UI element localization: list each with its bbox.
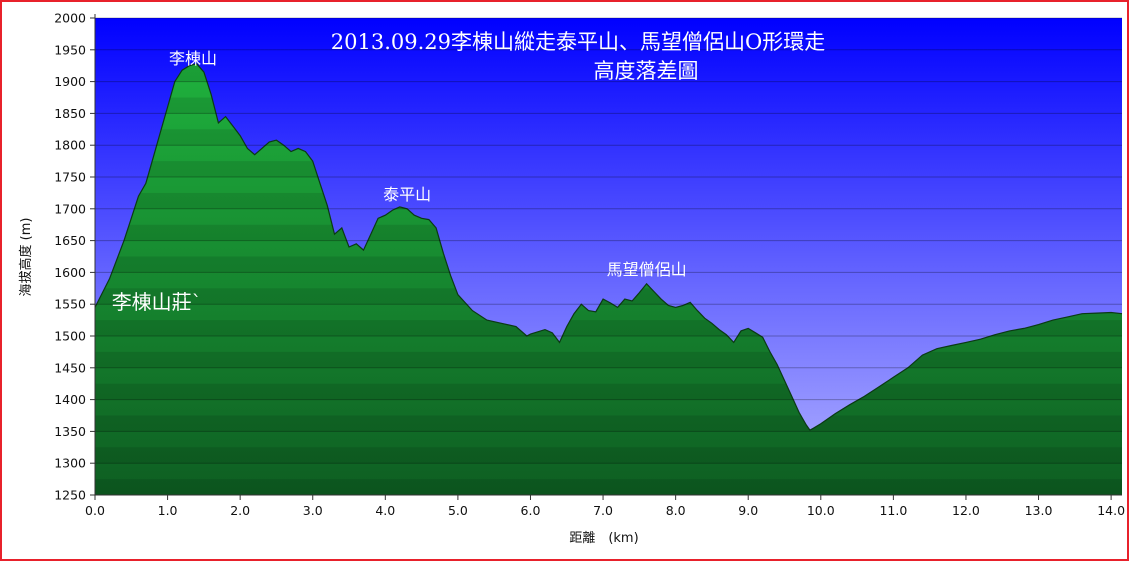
x-tick-label: 13.0 [1025, 503, 1053, 518]
y-tick-label: 1250 [54, 488, 86, 503]
peak-label: 馬望僧侶山 [607, 260, 687, 279]
y-tick-label: 1500 [54, 329, 86, 344]
y-tick-label: 1800 [54, 138, 86, 153]
x-tick-label: 11.0 [879, 503, 907, 518]
grid-lines [95, 17, 1122, 496]
y-tick-label: 1650 [54, 233, 86, 248]
chart-title: 2013.09.29李棟山縱走泰平山、馬望僧侶山O形環走 [331, 30, 825, 54]
y-tick-label: 1700 [54, 201, 86, 216]
peak-label: 李棟山莊` [112, 290, 202, 314]
y-tick-label: 1850 [54, 106, 86, 121]
x-tick-label: 12.0 [952, 503, 980, 518]
y-tick-label: 1950 [54, 42, 86, 57]
x-tick-label: 1.0 [158, 503, 178, 518]
area-shade-band [95, 415, 1122, 432]
x-tick-label: 9.0 [738, 503, 758, 518]
y-tick-label: 1400 [54, 392, 86, 407]
y-tick-label: 1450 [54, 360, 86, 375]
area-shade-band [95, 383, 1122, 400]
x-tick-label: 14.0 [1097, 503, 1125, 518]
y-tick-label: 1750 [54, 170, 86, 185]
y-tick-label: 1300 [54, 456, 86, 471]
chart-subtitle: 高度落差圖 [594, 59, 699, 83]
y-tick-label: 1900 [54, 74, 86, 89]
y-tick-label: 1600 [54, 265, 86, 280]
elevation-line [94, 63, 1123, 431]
peak-label: 李棟山 [169, 49, 217, 68]
y-tick-label: 2000 [54, 11, 86, 26]
area-shade-band [95, 447, 1122, 464]
x-tick-label: 0.0 [85, 503, 105, 518]
x-tick-label: 3.0 [303, 503, 323, 518]
x-tick-label: 2.0 [230, 503, 250, 518]
y-tick-label: 1550 [54, 297, 86, 312]
x-tick-label: 7.0 [593, 503, 613, 518]
y-tick-label: 1350 [54, 424, 86, 439]
x-tick-label: 10.0 [807, 503, 835, 518]
x-axis-ticks: 0.0 1.0 2.0 3.0 4.0 5.0 6.0 7.0 8.0 9.0 10.0 11.0 12… [85, 495, 1125, 518]
x-tick-label: 6.0 [521, 503, 541, 518]
y-axis-ticks: 2000 1950 1900 1850 1800 1750 1700 1650 1600 1550… [54, 11, 95, 503]
x-tick-label: 8.0 [666, 503, 686, 518]
area-shade-band [95, 351, 1122, 368]
x-tick-label: 4.0 [375, 503, 395, 518]
peak-label: 泰平山 [383, 185, 431, 204]
x-tick-label: 5.0 [448, 503, 468, 518]
y-axis-title: 海拔高度 (m) [18, 218, 34, 297]
x-axis-title: 距離 (km) [569, 531, 638, 546]
elevation-area [95, 63, 1122, 496]
area-shade-band [95, 479, 1122, 495]
